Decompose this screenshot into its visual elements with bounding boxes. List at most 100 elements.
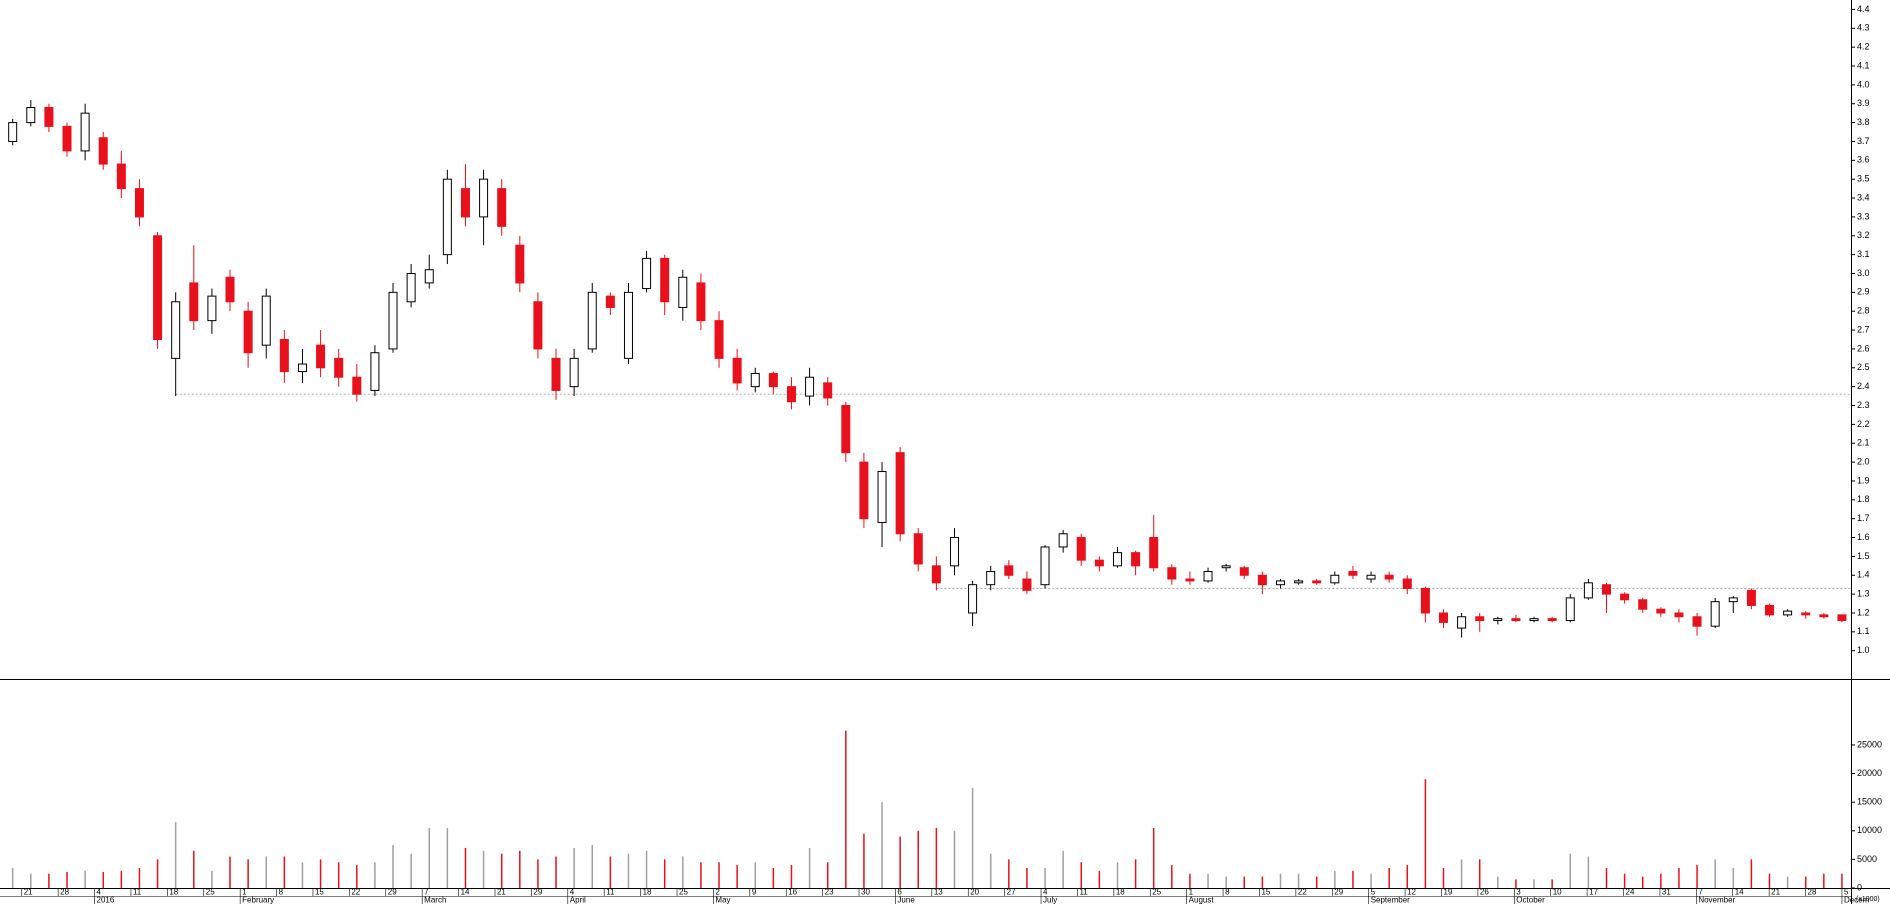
x-tick-label: 28 <box>60 888 69 897</box>
candle-body <box>823 382 833 399</box>
y-tick-label: 3.4 <box>1857 192 1870 202</box>
x-tick-label: 11 <box>606 888 615 897</box>
candle-body <box>1493 618 1503 622</box>
x-tick-label: 19 <box>1443 888 1452 897</box>
candle-body <box>1692 616 1702 627</box>
x-tick-label: 22 <box>1298 888 1307 897</box>
y-tick-label: 1.4 <box>1857 570 1870 580</box>
candle-body <box>1330 574 1340 584</box>
candle-body <box>26 107 36 124</box>
x-tick-label: 11 <box>133 888 142 897</box>
x-tick-label: 31 <box>1662 888 1671 897</box>
candle-body <box>442 178 452 256</box>
y-tick-label: 3.0 <box>1857 268 1870 278</box>
x-tick-label: 29 <box>1334 888 1343 897</box>
x-tick-label: 22 <box>351 888 360 897</box>
month-label: May <box>715 896 730 904</box>
x-tick-label: 29 <box>388 888 397 897</box>
candle-body <box>1475 616 1485 622</box>
x-tick-label: 7 <box>1698 888 1703 897</box>
y2-tick-label: 25000 <box>1857 739 1882 749</box>
candle-body <box>913 533 923 565</box>
candle-body <box>623 291 633 359</box>
y-tick-label: 1.9 <box>1857 475 1870 485</box>
x-tick-label: 21 <box>1771 888 1780 897</box>
y-tick-label: 2.5 <box>1857 362 1870 372</box>
candle-body <box>1656 608 1666 614</box>
candle-body <box>587 291 597 350</box>
y-tick-label: 4.2 <box>1857 42 1870 52</box>
candle-body <box>1438 612 1448 623</box>
x-tick-label: 16 <box>788 888 797 897</box>
candle-body <box>1565 597 1575 622</box>
y-tick-label: 1.3 <box>1857 589 1870 599</box>
x-tick-label: 5 <box>1844 888 1849 897</box>
candle-body <box>189 282 199 322</box>
candle-body <box>352 376 362 395</box>
candle-body <box>1511 618 1521 622</box>
candle-body <box>768 372 778 388</box>
month-label: February <box>242 896 274 904</box>
candle-body <box>116 163 126 190</box>
candle-body <box>551 357 561 391</box>
candle-body <box>1185 578 1195 582</box>
x-tick-label: 25 <box>1152 888 1161 897</box>
x-tick-label: 8 <box>279 888 284 897</box>
candle-body <box>225 276 235 303</box>
y-tick-label: 2.9 <box>1857 287 1870 297</box>
candle-body <box>44 107 54 127</box>
month-label: July <box>1043 896 1057 904</box>
candle-body <box>153 235 163 340</box>
candle-body <box>1022 578 1032 591</box>
candle-body <box>732 357 742 384</box>
y-tick-label: 3.2 <box>1857 230 1870 240</box>
y2-tick-label: 0 <box>1857 882 1862 892</box>
month-label: March <box>424 896 446 904</box>
candle-body <box>1131 552 1141 567</box>
month-label: August <box>1189 896 1215 904</box>
x-tick-label: 13 <box>934 888 943 897</box>
candle-body <box>1149 537 1159 569</box>
candle-body <box>1529 618 1539 622</box>
x-tick-label: 25 <box>679 888 688 897</box>
candle-body <box>1783 610 1793 616</box>
candle-body <box>750 372 760 388</box>
candle-body <box>533 301 543 350</box>
candle-body <box>1058 533 1068 548</box>
y-tick-label: 2.6 <box>1857 343 1870 353</box>
month-label: Decem <box>1844 896 1870 904</box>
y-tick-label: 4.1 <box>1857 60 1870 70</box>
candle-body <box>642 257 652 290</box>
x-tick-label: 15 <box>1261 888 1270 897</box>
x-tick-label: 21 <box>24 888 33 897</box>
candle-body <box>1094 559 1104 567</box>
candle-body <box>1638 599 1648 610</box>
x-tick-label: 24 <box>1626 888 1635 897</box>
candle-body <box>1547 618 1557 622</box>
y2-tick-label: 10000 <box>1857 825 1882 835</box>
candle-body <box>859 461 869 520</box>
candle-body <box>479 178 489 218</box>
x-tick-label: 2 <box>715 888 720 897</box>
candle-body <box>334 357 344 378</box>
y-tick-label: 2.1 <box>1857 438 1870 448</box>
y-tick-label: 1.7 <box>1857 513 1870 523</box>
candle-body <box>805 376 815 397</box>
month-label: June <box>897 896 915 904</box>
candle-body <box>968 584 978 614</box>
month-label: October <box>1516 896 1545 904</box>
candle-body <box>786 386 796 403</box>
candle-body <box>1710 601 1720 627</box>
candle-body <box>569 357 579 388</box>
candle-body <box>1239 567 1249 576</box>
x-tick-label: 4 <box>1043 888 1048 897</box>
y-tick-label: 4.4 <box>1857 4 1870 14</box>
volume-unit: (x1000) <box>1856 896 1880 903</box>
x-tick-label: 26 <box>1480 888 1489 897</box>
x-tick-label: 15 <box>315 888 324 897</box>
month-label: 2016 <box>97 896 115 904</box>
candle-body <box>1312 580 1322 584</box>
candle-body <box>1801 612 1811 616</box>
x-tick-label: 30 <box>861 888 870 897</box>
